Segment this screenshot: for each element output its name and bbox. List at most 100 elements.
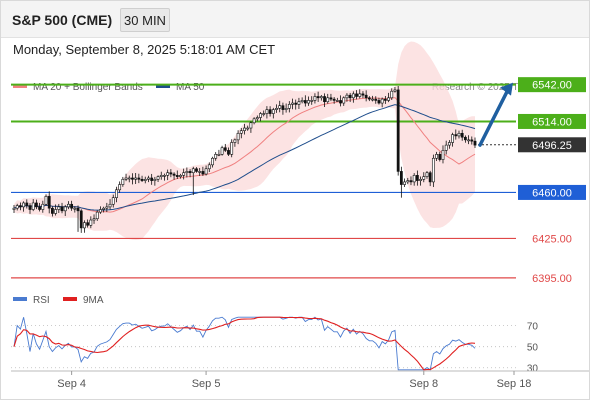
candle	[73, 206, 77, 213]
candle	[268, 106, 272, 117]
rsi-legend: RSI 9MA	[13, 295, 104, 306]
candle	[463, 135, 467, 143]
candle-body	[233, 139, 237, 143]
candle-body	[121, 178, 125, 185]
candle	[335, 97, 339, 102]
candle	[25, 199, 29, 209]
candle-body	[431, 157, 435, 183]
candle-body	[383, 98, 387, 101]
last-price-label: 6496.25	[532, 140, 572, 152]
candle-body	[396, 89, 400, 172]
candle-body	[457, 132, 461, 137]
candle-body	[15, 205, 19, 209]
candle-body	[169, 172, 173, 175]
candle-body	[166, 172, 170, 176]
level-label-6542.00: 6542.00	[532, 80, 572, 92]
candle	[323, 93, 326, 107]
candle	[83, 220, 86, 233]
candle	[287, 101, 291, 113]
candle	[51, 206, 54, 217]
candle-body	[428, 172, 432, 183]
candle-body	[47, 196, 51, 209]
candle-body	[54, 209, 58, 214]
candle-body	[22, 202, 26, 208]
candle	[348, 92, 352, 103]
candle-body	[172, 173, 176, 176]
candle	[95, 210, 99, 221]
candle	[431, 154, 435, 188]
candle	[41, 200, 45, 213]
rsi-line	[13, 316, 476, 371]
candle-body	[454, 134, 458, 137]
candle-body	[223, 147, 227, 151]
header-bar: S&P 500 (CME) 30 MIN	[1, 1, 589, 38]
candle-body	[95, 211, 99, 220]
bollinger-band-fill	[14, 41, 475, 240]
candle-body	[25, 202, 29, 206]
candle	[159, 171, 163, 180]
candle-body	[86, 222, 90, 226]
candle-body	[390, 90, 394, 99]
candle	[47, 191, 51, 214]
timeframe-button[interactable]: 30 MIN	[120, 8, 170, 32]
candle-body	[342, 97, 346, 104]
candle	[300, 97, 304, 104]
candle	[358, 89, 362, 99]
candle	[275, 104, 278, 113]
candle	[342, 96, 346, 106]
candle	[393, 87, 397, 93]
candle	[22, 201, 26, 212]
candle	[396, 85, 400, 176]
candle	[412, 173, 416, 186]
candle-body	[415, 175, 419, 181]
candle-body	[220, 147, 224, 155]
candle-body	[444, 144, 448, 151]
candle	[137, 173, 141, 184]
candle-body	[70, 203, 74, 209]
candle	[451, 132, 454, 147]
candle-body	[201, 171, 205, 175]
rsi-tick-70: 70	[527, 322, 539, 333]
candle-body	[179, 175, 182, 177]
candle	[92, 214, 96, 224]
forecast-arrow-shaft	[478, 89, 509, 147]
candle	[428, 170, 432, 187]
candle-body	[44, 196, 48, 205]
candle	[195, 167, 198, 173]
candle	[460, 129, 464, 141]
candle-body	[287, 104, 291, 109]
candle	[57, 203, 61, 213]
candle-body	[374, 98, 378, 101]
candle	[447, 140, 451, 149]
candle	[166, 169, 170, 181]
candle	[28, 203, 32, 214]
ma50-legend-label: MA 50	[176, 82, 205, 93]
candle-body	[67, 203, 70, 208]
candle	[383, 96, 387, 104]
candle	[227, 147, 230, 157]
candle-body	[191, 168, 195, 174]
candle-body	[377, 100, 381, 104]
candle-body	[460, 132, 464, 138]
candle-body	[268, 109, 272, 114]
candle-body	[447, 142, 451, 146]
candle	[435, 151, 438, 161]
candle-body	[271, 109, 275, 114]
candle-body	[409, 180, 413, 183]
candle	[380, 97, 384, 108]
candle-body	[60, 206, 64, 212]
ma20-legend-label: MA 20 + Bollinger Bands	[33, 82, 143, 93]
candle-body	[111, 197, 115, 205]
candle	[179, 173, 182, 179]
rsi-ma-legend-swatch	[63, 297, 77, 301]
candle-body	[131, 177, 134, 180]
candle-body	[182, 172, 186, 176]
candle	[307, 96, 310, 106]
rsi-ma-legend-label: 9MA	[83, 295, 104, 306]
rsi-tick-50: 50	[527, 343, 539, 354]
x-tick-label: Sep 5	[192, 378, 221, 390]
candle	[111, 194, 115, 208]
candle	[44, 194, 48, 206]
candle	[131, 173, 134, 185]
candle-body	[147, 177, 150, 180]
